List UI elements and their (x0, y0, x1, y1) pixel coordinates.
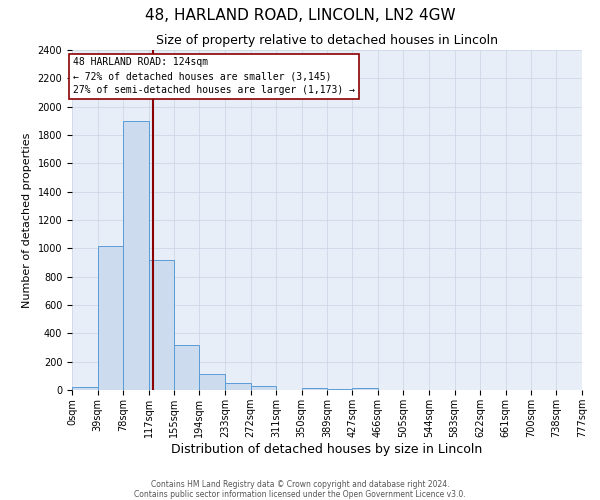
Text: Contains HM Land Registry data © Crown copyright and database right 2024.
Contai: Contains HM Land Registry data © Crown c… (134, 480, 466, 499)
Bar (199, 374, 225, 390)
Bar (123, 121, 149, 390)
Bar (98, 246, 123, 390)
Text: 48, HARLAND ROAD, LINCOLN, LN2 4GW: 48, HARLAND ROAD, LINCOLN, LN2 4GW (145, 8, 455, 22)
Bar (174, 344, 199, 390)
Bar (149, 260, 175, 390)
X-axis label: Distribution of detached houses by size in Lincoln: Distribution of detached houses by size … (172, 442, 482, 456)
Bar (328, 388, 353, 390)
Text: 48 HARLAND ROAD: 124sqm
← 72% of detached houses are smaller (3,145)
27% of semi: 48 HARLAND ROAD: 124sqm ← 72% of detache… (73, 58, 355, 96)
Bar (352, 388, 378, 390)
Bar (225, 383, 251, 390)
Y-axis label: Number of detached properties: Number of detached properties (22, 132, 32, 308)
Bar (302, 388, 328, 390)
Bar (72, 387, 98, 390)
Title: Size of property relative to detached houses in Lincoln: Size of property relative to detached ho… (156, 34, 498, 48)
Bar (251, 386, 276, 390)
